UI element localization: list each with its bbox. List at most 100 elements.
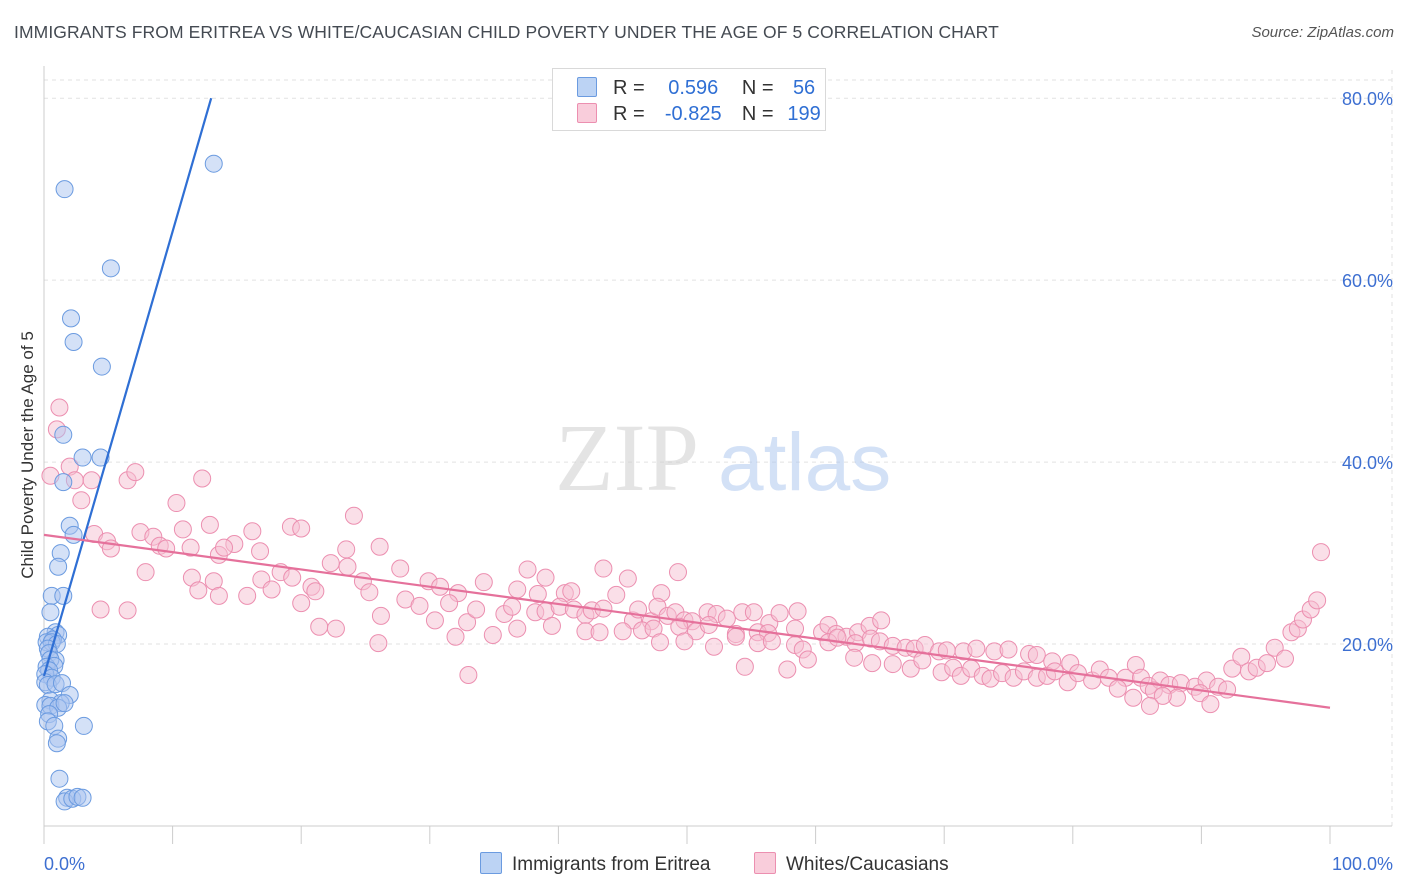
point-whites-caucasians [371, 606, 390, 625]
legend-swatch-blue [577, 77, 597, 97]
point-whites-caucasians [863, 654, 882, 673]
point-immigrants-from-eritrea [41, 603, 60, 622]
point-whites-caucasians [845, 648, 864, 667]
point-whites-caucasians [967, 639, 986, 658]
point-whites-caucasians [181, 538, 200, 557]
point-whites-caucasians [126, 463, 145, 482]
point-whites-caucasians [798, 650, 817, 669]
point-whites-caucasians [82, 471, 101, 490]
point-whites-caucasians [594, 559, 613, 578]
y-tick-label: 80.0% [1342, 89, 1393, 109]
point-whites-caucasians [215, 538, 234, 557]
point-whites-caucasians [999, 640, 1018, 659]
point-immigrants-from-eritrea [73, 448, 92, 467]
point-whites-caucasians [189, 581, 208, 600]
point-immigrants-from-eritrea [62, 309, 81, 328]
point-whites-caucasians [474, 573, 493, 592]
point-whites-caucasians [508, 580, 527, 599]
point-immigrants-from-eritrea [74, 716, 93, 735]
point-whites-caucasians [883, 655, 902, 674]
bottom-legend-swatch-pink [754, 852, 776, 874]
point-whites-caucasians [440, 594, 459, 613]
series-immigrants-from-eritrea [36, 154, 223, 811]
point-whites-caucasians [310, 617, 329, 636]
point-whites-caucasians [157, 539, 176, 558]
bottom-legend-label: Whites/Caucasians [786, 854, 949, 875]
legend-n-value: 199 [787, 103, 821, 125]
bottom-legend-whites: Whites/Caucasians [754, 852, 949, 876]
point-whites-caucasians [607, 585, 626, 604]
point-whites-caucasians [562, 582, 581, 601]
point-whites-caucasians [613, 622, 632, 641]
point-whites-caucasians [1201, 695, 1220, 714]
point-whites-caucasians [344, 506, 363, 525]
point-whites-caucasians [1153, 686, 1172, 705]
legend-swatch-pink [577, 103, 597, 123]
x-tick-label: 100.0% [1332, 854, 1393, 874]
point-whites-caucasians [788, 602, 807, 621]
point-whites-caucasians [458, 613, 477, 632]
point-immigrants-from-eritrea [64, 333, 83, 352]
point-whites-caucasians [338, 557, 357, 576]
point-whites-caucasians [528, 585, 547, 604]
point-whites-caucasians [118, 601, 137, 620]
point-whites-caucasians [50, 398, 69, 417]
point-whites-caucasians [209, 586, 228, 605]
point-whites-caucasians [675, 632, 694, 651]
trend-line-eritrea [42, 97, 213, 677]
point-whites-caucasians [238, 586, 257, 605]
point-whites-caucasians [650, 633, 669, 652]
point-whites-caucasians [668, 563, 687, 582]
point-whites-caucasians [1140, 696, 1159, 715]
x-tick-label: 0.0% [44, 854, 85, 874]
point-whites-caucasians [1027, 645, 1046, 664]
legend-row-eritrea: R = 0.596 N = 56 [577, 77, 829, 101]
point-whites-caucasians [590, 623, 609, 642]
legend-row-whites: R = -0.825 N = 199 [577, 103, 829, 127]
bottom-legend-label: Immigrants from Eritrea [512, 854, 711, 875]
point-whites-caucasians [778, 660, 797, 679]
point-whites-caucasians [467, 600, 486, 619]
point-whites-caucasians [705, 637, 724, 656]
correlation-legend: R = 0.596 N = 56 R = -0.825 N = 199 [552, 68, 826, 131]
point-whites-caucasians [1124, 688, 1143, 707]
watermark-zip: ZIP [555, 404, 699, 511]
point-whites-caucasians [536, 568, 555, 587]
point-whites-caucasians [735, 657, 754, 676]
legend-r-label: R = [613, 77, 645, 99]
point-whites-caucasians [306, 582, 325, 601]
point-immigrants-from-eritrea [50, 769, 69, 788]
point-whites-caucasians [872, 611, 891, 630]
point-immigrants-from-eritrea [92, 357, 111, 376]
legend-r-label: R = [613, 103, 645, 125]
chart-title: IMMIGRANTS FROM ERITREA VS WHITE/CAUCASI… [14, 22, 999, 42]
point-whites-caucasians [1308, 591, 1327, 610]
point-immigrants-from-eritrea [204, 154, 223, 173]
point-whites-caucasians [292, 519, 311, 538]
y-tick-label: 60.0% [1342, 271, 1393, 291]
bottom-legend-eritrea: Immigrants from Eritrea [480, 852, 710, 876]
point-whites-caucasians [717, 609, 736, 628]
point-immigrants-from-eritrea [101, 259, 120, 278]
trend-lines [42, 97, 1331, 709]
axis-labels: 20.0% 40.0% 60.0% 80.0% 0.0% 100.0% Child Pove… [18, 89, 1393, 874]
series-whites-caucasians [41, 398, 1330, 715]
legend-n-label: N = [741, 103, 774, 125]
point-whites-caucasians [167, 494, 186, 513]
y-axis-title: Child Poverty Under the Age of 5 [18, 331, 37, 579]
point-whites-caucasians [200, 515, 219, 534]
point-whites-caucasians [283, 568, 302, 587]
point-whites-caucasians [762, 632, 781, 651]
point-whites-caucasians [370, 537, 389, 556]
point-whites-caucasians [337, 540, 356, 559]
legend-n-value: 56 [792, 77, 816, 99]
bottom-legend-swatch-blue [480, 852, 502, 874]
y-tick-label: 20.0% [1342, 635, 1393, 655]
point-whites-caucasians [321, 554, 340, 573]
point-whites-caucasians [369, 634, 388, 653]
point-immigrants-from-eritrea [64, 525, 83, 544]
source-label: Source: ZipAtlas.com [1251, 24, 1394, 41]
point-whites-caucasians [503, 597, 522, 616]
y-tick-label: 40.0% [1342, 453, 1393, 473]
